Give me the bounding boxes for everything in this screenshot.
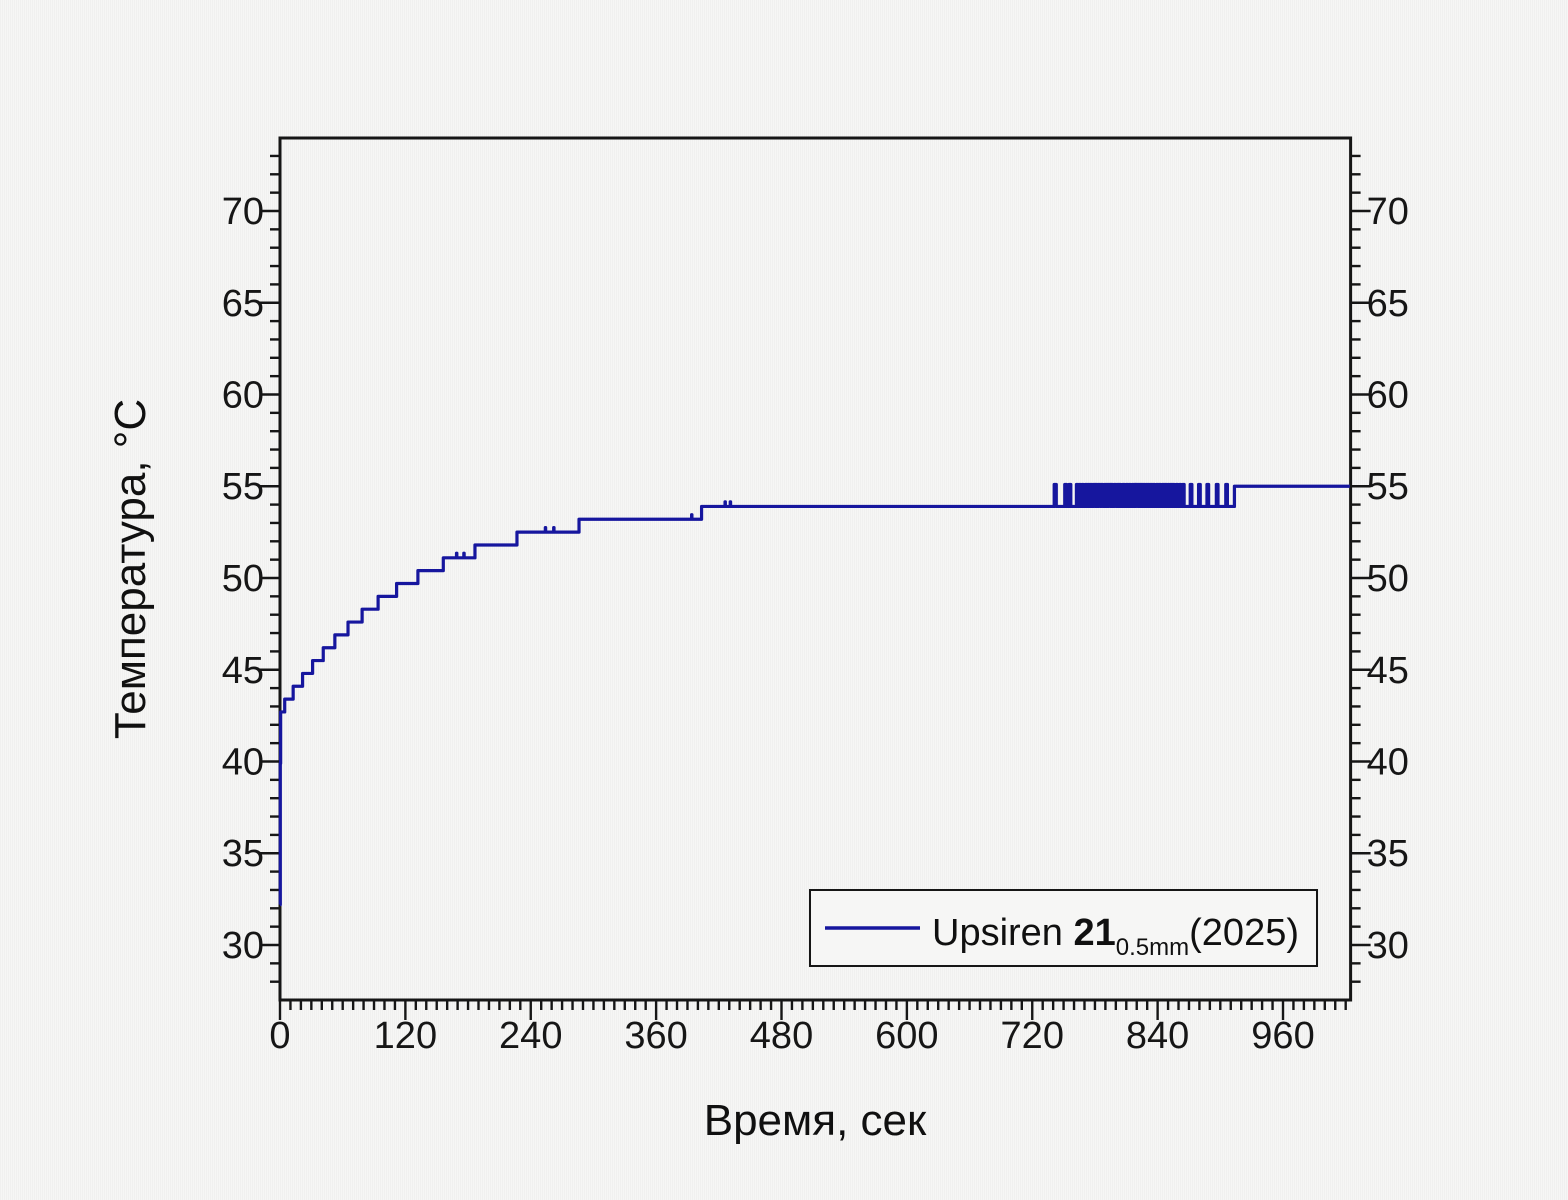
svg-text:60: 60 [222, 375, 264, 417]
svg-text:840: 840 [1126, 1015, 1189, 1057]
svg-text:0: 0 [269, 1015, 290, 1057]
svg-text:45: 45 [222, 650, 264, 692]
svg-text:30: 30 [1367, 925, 1409, 967]
svg-text:Время, сек: Время, сек [704, 1096, 927, 1145]
svg-text:70: 70 [1367, 191, 1409, 233]
svg-text:70: 70 [222, 191, 264, 233]
svg-text:240: 240 [499, 1015, 562, 1057]
svg-text:50: 50 [222, 558, 264, 600]
svg-text:360: 360 [624, 1015, 687, 1057]
svg-text:40: 40 [222, 742, 264, 784]
svg-text:40: 40 [1367, 742, 1409, 784]
svg-text:960: 960 [1251, 1015, 1314, 1057]
svg-text:65: 65 [222, 283, 264, 325]
svg-text:600: 600 [875, 1015, 938, 1057]
svg-text:45: 45 [1367, 650, 1409, 692]
svg-text:65: 65 [1367, 283, 1409, 325]
svg-text:120: 120 [374, 1015, 437, 1057]
svg-text:30: 30 [222, 925, 264, 967]
svg-text:480: 480 [750, 1015, 813, 1057]
svg-text:60: 60 [1367, 375, 1409, 417]
svg-text:55: 55 [1367, 466, 1409, 508]
svg-text:50: 50 [1367, 558, 1409, 600]
svg-text:35: 35 [222, 833, 264, 875]
svg-text:Температура, °C: Температура, °C [106, 399, 155, 739]
svg-text:Upsiren 210.5mm(2025): Upsiren 210.5mm(2025) [932, 912, 1299, 961]
svg-text:55: 55 [222, 466, 264, 508]
svg-text:35: 35 [1367, 833, 1409, 875]
svg-text:720: 720 [1001, 1015, 1064, 1057]
